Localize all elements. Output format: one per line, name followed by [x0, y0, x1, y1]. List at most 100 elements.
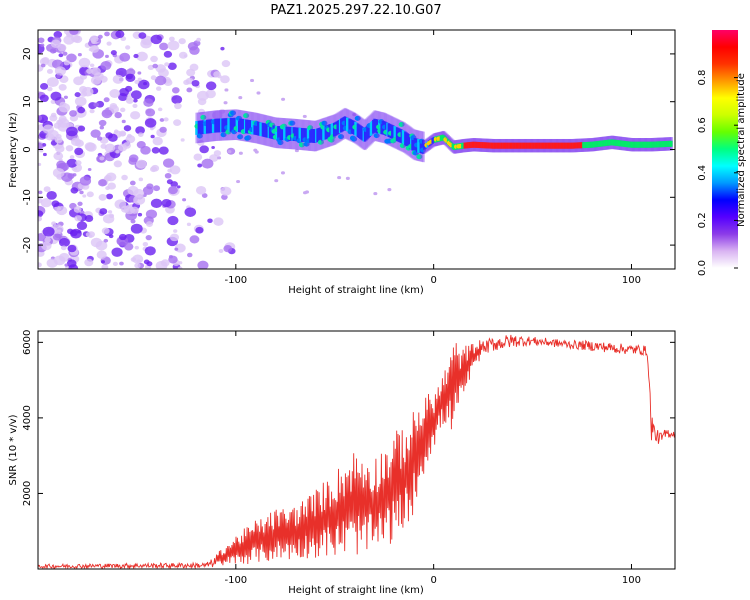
spectrogram-noise-blob: [49, 114, 58, 122]
spectrogram-noise-blob: [85, 232, 92, 237]
spectrogram-noise-blob: [168, 255, 173, 259]
spectrogram-noise-blob: [111, 247, 123, 257]
spectrogram-noise-blob: [54, 66, 67, 76]
spectrogram-noise-blob: [135, 126, 145, 135]
spectrogram-y-tick-label: -20: [22, 237, 33, 253]
spectrogram-scatter-blob: [352, 113, 357, 117]
spectrogram-noise-blob: [87, 168, 92, 172]
spectrogram-noise-blob: [74, 147, 84, 156]
spectrogram-noise-blob: [150, 134, 155, 139]
spectrogram-noise-blob: [197, 139, 205, 146]
spectrogram-noise-blob: [174, 102, 182, 110]
spectrogram-noise-blob: [171, 87, 180, 94]
spectrogram-noise-blob: [38, 142, 44, 150]
spectrogram-noise-blob: [162, 158, 175, 168]
spectrogram-noise-blob: [81, 86, 94, 97]
spectrogram-noise-blob: [150, 127, 154, 131]
spectrogram-noise-blob: [100, 260, 105, 264]
spectrogram-scatter-blob: [274, 179, 279, 183]
spectrogram-noise-blob: [151, 146, 160, 154]
spectrogram-noise-blob: [38, 37, 45, 44]
spectrogram-noise-blob: [213, 71, 221, 78]
spectrogram-noise-blob: [193, 153, 203, 161]
spectrogram-noise-blob: [60, 245, 67, 251]
spectrogram-noise-blob: [91, 40, 96, 44]
spectrogram-noise-blob: [159, 126, 167, 133]
spectrogram-noise-blob: [213, 217, 224, 226]
spectrogram-noise-blob: [189, 63, 199, 72]
spectrogram-noise-blob: [62, 51, 68, 56]
spectrogram-noise-blob: [186, 222, 191, 227]
spectrogram-noise-blob: [97, 34, 103, 39]
spectrogram-noise-blob: [89, 108, 95, 114]
spectrogram-noise-blob: [53, 152, 64, 161]
spectrogram-noise-blob: [178, 51, 188, 59]
spectrogram-noise-blob: [79, 190, 84, 195]
spectrogram-noise-blob: [42, 226, 55, 237]
spectrogram-noise-blob: [135, 159, 147, 169]
colorbar-strip: [712, 30, 738, 268]
colorbar-label: Normalized spectral amplitude: [736, 73, 747, 227]
spectrogram-noise-blob: [119, 88, 129, 97]
spectrogram-noise-blob: [197, 108, 206, 115]
spectrogram-ridge-blob: [237, 134, 244, 140]
spectrogram-noise-blob: [171, 95, 183, 105]
spectrogram-noise-blob: [221, 60, 231, 68]
spectrogram-x-axis-label: Height of straight line (km): [288, 285, 424, 296]
colorbar-tick-label: 0.8: [697, 70, 708, 86]
spectrogram-noise-blob: [79, 176, 92, 186]
spectrogram-noise-blob: [119, 233, 127, 241]
spectrogram-noise-blob: [142, 242, 149, 247]
spectrogram-noise-blob: [133, 53, 139, 59]
spectrogram-ridge-blob: [289, 120, 296, 126]
colorbar: 0.0 0.2 0.4 0.6 0.8 Normalized spectral ampl…: [697, 30, 747, 276]
spectrogram-noise-blob: [153, 185, 161, 192]
snr-y-tick-label: 4000: [22, 405, 33, 430]
spectrogram-noise-blob: [51, 221, 57, 226]
spectrogram-noise-blob: [84, 215, 94, 223]
spectrogram-noise-blob: [164, 172, 172, 179]
spectrogram-noise-blob: [56, 160, 66, 169]
spectrogram-noise-blob: [164, 62, 170, 67]
spectrogram-noise-blob: [106, 41, 112, 46]
spectrogram-y-tick-label: 20: [22, 48, 33, 61]
spectrogram-noise-blob: [130, 206, 139, 214]
spectrogram-noise-blob: [59, 101, 67, 108]
spectrogram-noise-blob: [169, 165, 181, 175]
spectrogram-ridge-blob: [298, 142, 305, 148]
spectrogram-noise-blob: [77, 53, 82, 57]
spectrogram-noise-blob: [59, 237, 70, 248]
spectrogram-noise-blob: [119, 261, 124, 266]
spectrogram-noise-blob: [95, 240, 108, 251]
spectrogram-ridge-blob: [354, 115, 361, 121]
spectrogram-noise-blob: [145, 234, 152, 241]
spectrogram-noise-blob: [53, 31, 63, 39]
spectrogram-noise-blob: [121, 119, 126, 124]
spectrogram-noise-blob: [213, 150, 222, 157]
spectrogram-noise-blob: [223, 244, 233, 253]
spectrogram-noise-blob: [55, 134, 62, 139]
spectrogram-noise-blob: [142, 186, 154, 195]
spectrogram-noise-blob: [158, 68, 169, 78]
spectrogram-noise-blob: [58, 53, 64, 58]
snr-axes: -100 0 100 2000 4000 6000: [22, 330, 675, 586]
spectrogram-noise-blob: [39, 94, 49, 103]
spectrogram-noise-blob: [65, 145, 74, 152]
spectrogram-noise-blob: [173, 229, 178, 233]
spectrogram-scatter-blob: [223, 101, 228, 105]
spectrogram-noise-blob: [107, 210, 113, 214]
spectrogram-noise-blob: [100, 61, 112, 71]
spectrogram-noise-blob: [144, 118, 157, 128]
spectrogram-noise-blob: [197, 163, 203, 168]
spectrogram-noise-blob: [38, 190, 43, 195]
colorbar-axis: 0.0 0.2 0.4 0.6 0.8: [697, 70, 738, 276]
snr-x-tick-label: 0: [430, 575, 436, 586]
spectrogram-noise-blob: [91, 67, 101, 76]
spectrogram-noise-blob: [50, 99, 57, 105]
spectrogram-noise-blob: [120, 107, 126, 113]
spectrogram-ridge-blob: [338, 134, 345, 140]
snr-frame: [37, 330, 676, 570]
spectrogram-noise-blob: [205, 81, 217, 91]
